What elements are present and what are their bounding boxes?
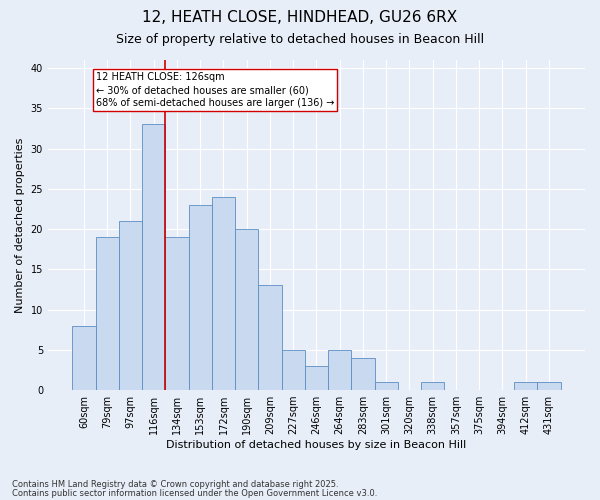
Text: 12, HEATH CLOSE, HINDHEAD, GU26 6RX: 12, HEATH CLOSE, HINDHEAD, GU26 6RX bbox=[142, 10, 458, 25]
X-axis label: Distribution of detached houses by size in Beacon Hill: Distribution of detached houses by size … bbox=[166, 440, 467, 450]
Bar bbox=[95, 237, 119, 390]
Bar bbox=[259, 286, 281, 390]
Text: Size of property relative to detached houses in Beacon Hill: Size of property relative to detached ho… bbox=[116, 32, 484, 46]
Bar bbox=[352, 358, 374, 390]
Bar bbox=[374, 382, 398, 390]
Text: Contains public sector information licensed under the Open Government Licence v3: Contains public sector information licen… bbox=[12, 489, 377, 498]
Bar bbox=[421, 382, 445, 390]
Bar bbox=[235, 229, 259, 390]
Bar bbox=[328, 350, 352, 390]
Bar bbox=[166, 237, 188, 390]
Bar bbox=[142, 124, 166, 390]
Bar bbox=[73, 326, 95, 390]
Bar bbox=[281, 350, 305, 390]
Bar bbox=[514, 382, 538, 390]
Bar bbox=[538, 382, 560, 390]
Bar bbox=[305, 366, 328, 390]
Y-axis label: Number of detached properties: Number of detached properties bbox=[15, 138, 25, 312]
Text: Contains HM Land Registry data © Crown copyright and database right 2025.: Contains HM Land Registry data © Crown c… bbox=[12, 480, 338, 489]
Bar bbox=[188, 205, 212, 390]
Bar bbox=[119, 221, 142, 390]
Text: 12 HEATH CLOSE: 126sqm
← 30% of detached houses are smaller (60)
68% of semi-det: 12 HEATH CLOSE: 126sqm ← 30% of detached… bbox=[95, 72, 334, 108]
Bar bbox=[212, 197, 235, 390]
